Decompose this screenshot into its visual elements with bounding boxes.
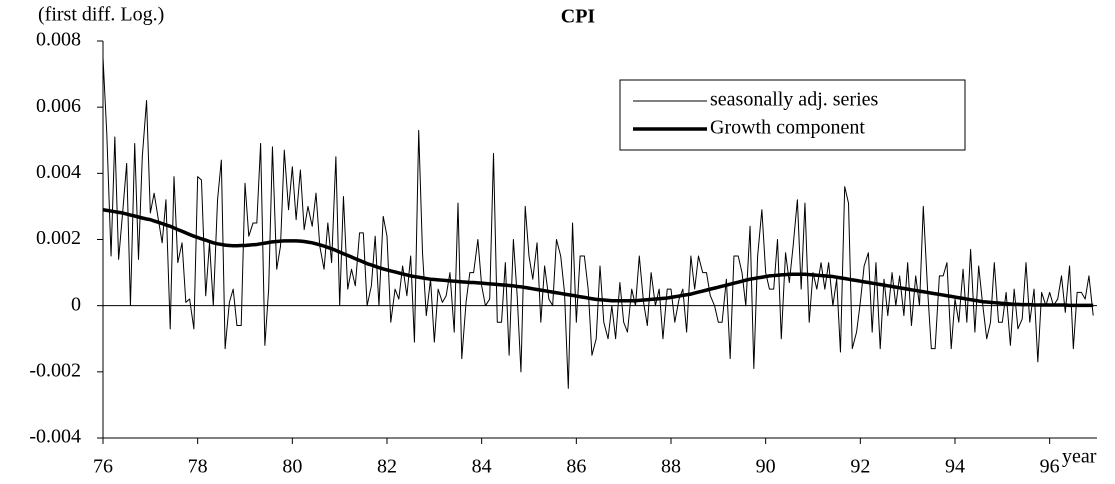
x-axis-label: year [1062,446,1097,468]
chart-title: CPI [561,6,596,28]
x-tick-label: 88 [661,456,681,478]
y-tick-label: 0.004 [36,161,81,183]
y-tick-label: -0.004 [29,426,81,448]
y-tick-label: 0 [71,293,81,315]
y-tick-label: 0.008 [36,29,81,51]
y-tick-label: 0.006 [36,95,81,117]
x-tick-label: 90 [756,456,776,478]
x-tick-label: 94 [945,456,965,478]
series-line [102,208,1094,308]
x-tick-label: 82 [377,456,397,478]
y-tick-label: 0.002 [36,227,81,249]
x-tick-label: 80 [282,456,302,478]
x-tick-label: 84 [472,456,492,478]
legend-box [619,79,966,151]
x-tick-label: 96 [1040,456,1060,478]
x-tick-label: 76 [93,456,113,478]
x-tick-label: 78 [188,456,208,478]
x-tick-label: 92 [850,456,870,478]
y-axis-label: (first diff. Log.) [38,4,164,26]
series-line [102,57,1094,389]
y-tick-label: -0.002 [29,359,81,381]
legend-label: seasonally adj. series [710,89,878,111]
x-tick-label: 86 [566,456,586,478]
legend-label: Growth component [710,117,865,139]
